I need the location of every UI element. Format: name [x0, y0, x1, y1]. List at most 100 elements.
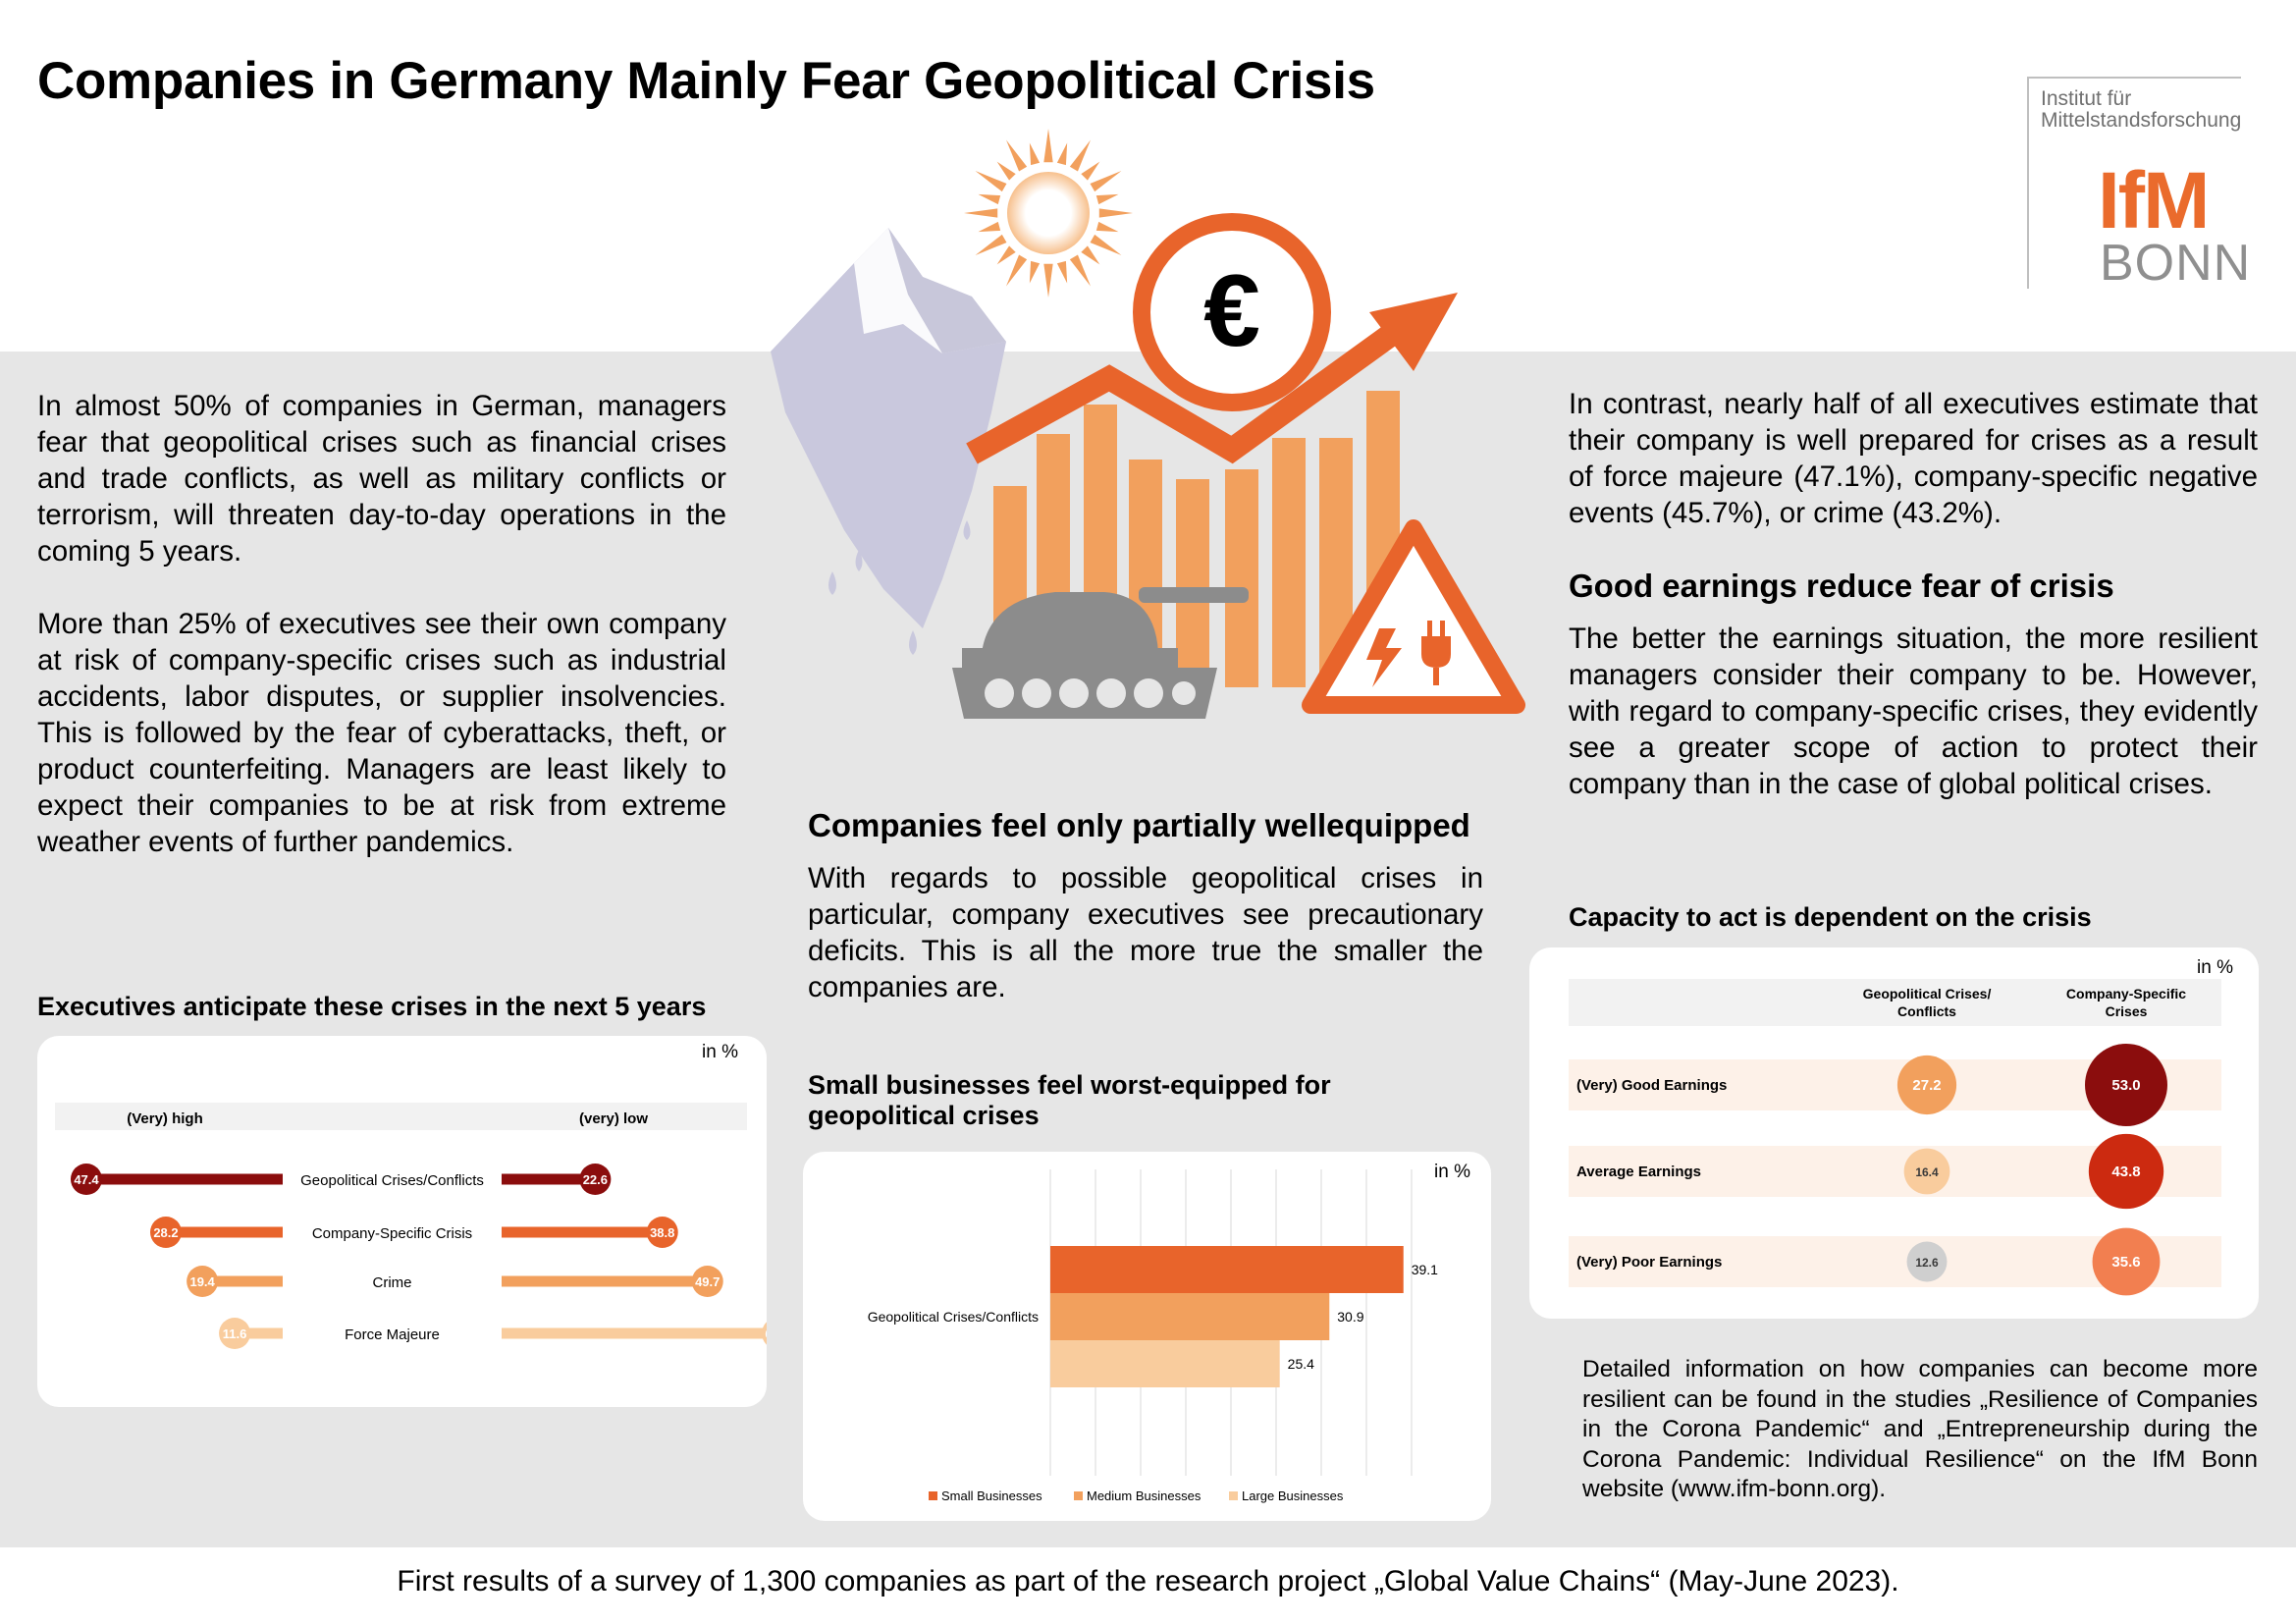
chart3-bubble-label: 12.6: [1915, 1256, 1939, 1270]
chart1-category-label: Geopolitical Crises/Conflicts: [300, 1172, 484, 1189]
sun-ray: [1006, 254, 1028, 287]
chart2-bar: [1050, 1340, 1280, 1387]
ifm-bonn-logo: Institut für Mittelstandsforschung IfM B…: [2027, 77, 2250, 292]
sun-ray: [1081, 245, 1100, 265]
chart3-row-label: (Very) Poor Earnings: [1576, 1254, 1722, 1271]
chart2-value-label: 30.9: [1337, 1309, 1363, 1325]
sun-ray: [1090, 171, 1122, 192]
sun-ray: [978, 221, 1001, 233]
sun-ray: [1090, 234, 1122, 255]
page-title: Companies in Germany Mainly Fear Geopoli…: [37, 52, 1375, 110]
chart3-bubble: [1896, 1055, 1957, 1115]
chart1-label-high: 19.4: [189, 1274, 215, 1289]
chart1-title: Executives anticipate these crises in th…: [37, 992, 707, 1021]
sun-ray: [1043, 263, 1053, 298]
chart3-bubble: [2088, 1133, 2164, 1210]
chart1-label-high: 47.4: [74, 1172, 99, 1187]
bar-chart: in % 39.1 30.9 25.4 Geopolitical Crises/Con…: [868, 1162, 1470, 1503]
chart3-bubble: [2085, 1044, 2167, 1126]
chart3-column-header: Conflicts: [1897, 1003, 1956, 1019]
chart1-header-row: [55, 1103, 747, 1130]
sun-ray: [975, 171, 1007, 192]
chart1-point-high: [219, 1318, 251, 1349]
sun-ray: [1095, 221, 1119, 233]
middle-heading: Companies feel only partially wellequipp…: [808, 807, 1470, 843]
sun-ray: [1081, 161, 1100, 181]
chart3-bubble-label: 27.2: [1912, 1077, 1941, 1094]
chart1-unit: in %: [702, 1042, 738, 1062]
chart1-category-label: Force Majeure: [345, 1326, 440, 1343]
middle-text: With regards to possible geopolitical cr…: [808, 862, 1483, 1003]
chart2-bar: [1050, 1246, 1404, 1293]
chart1-label-low: 66.6: [765, 1326, 767, 1341]
chart1-label-low: 38.8: [650, 1225, 674, 1240]
chart1-right-header: (very) low: [579, 1110, 648, 1127]
sun-ray: [996, 245, 1016, 265]
chart3-row-label: Average Earnings: [1576, 1164, 1701, 1180]
bubble-table-chart: in % Geopolitical Crises/Conflicts Compan…: [1569, 957, 2233, 1296]
chart1-category-label: Crime: [373, 1274, 412, 1291]
chart1-point-low: [762, 1322, 767, 1345]
intro-paragraph-1: In almost 50% of companies in German, ma…: [37, 390, 726, 568]
chart2-legend-label: Large Businesses: [1242, 1489, 1344, 1503]
sun-ray: [1095, 193, 1119, 205]
chart1-label-high: 11.6: [223, 1326, 247, 1341]
chart3-card: in % Geopolitical Crises/Conflicts Compan…: [1529, 947, 2259, 1319]
chart3-bubble-label: 16.4: [1915, 1165, 1939, 1179]
chart2-value-label: 39.1: [1412, 1262, 1438, 1277]
chart1-left-header: (Very) high: [127, 1110, 203, 1127]
sun-ray: [1069, 254, 1091, 287]
sun-ray: [996, 161, 1016, 181]
chart2-title: Small businesses feel worst-equipped for…: [808, 1070, 1331, 1130]
sun-ray: [1056, 142, 1068, 166]
chart2-legend-swatch: [1229, 1491, 1238, 1500]
sun-ray: [1056, 260, 1068, 284]
chart3-bubble-label: 53.0: [2111, 1077, 2140, 1094]
chart1-point-high: [187, 1266, 219, 1297]
chart3-header-row: [1569, 979, 2221, 1026]
info-text: Detailed information on how companies ca…: [1582, 1356, 2258, 1502]
chart1-label-low: 22.6: [583, 1172, 608, 1187]
chart2-legend-label: Small Businesses: [941, 1489, 1042, 1503]
chart2-unit: in %: [1434, 1162, 1470, 1182]
chart3-bubble: [1903, 1148, 1950, 1195]
footer-note: First results of a survey of 1,300 compa…: [397, 1565, 1899, 1597]
chart1-point-high: [70, 1164, 102, 1195]
sun-icon: [964, 129, 1133, 298]
chart3-unit: in %: [2197, 957, 2233, 978]
chart3-column-header: Crises: [2106, 1003, 2148, 1019]
chart2-card: in % 39.1 30.9 25.4 Geopolitical Crises/Con…: [803, 1152, 1491, 1521]
chart3-column-header: Company-Specific: [2066, 986, 2186, 1001]
sun-ray: [1029, 142, 1041, 166]
chart3-column-header: Geopolitical Crises/: [1863, 986, 1992, 1001]
right-text-1: In contrast, nearly half of all executiv…: [1569, 388, 2258, 529]
sun-ray: [975, 234, 1007, 255]
logo-ifm: IfM: [2098, 156, 2210, 245]
chart2-legend-label: Medium Businesses: [1087, 1489, 1201, 1503]
chart1-card: in % (Very) high (very) low 47.4 22.6 Geop…: [37, 1036, 767, 1407]
chart1-label-high: 28.2: [153, 1225, 178, 1240]
chart1-point-low: [646, 1217, 678, 1248]
dumbbell-chart: in % (Very) high (very) low 47.4 22.6 Geop…: [55, 1042, 767, 1349]
chart1-label-low: 49.7: [695, 1274, 720, 1289]
sun-ray: [1043, 129, 1053, 163]
chart3-bubble-label: 43.8: [2111, 1164, 2140, 1180]
right-heading: Good earnings reduce fear of crisis: [1569, 568, 2114, 604]
sun-ray: [1098, 208, 1133, 218]
chart1-point-low: [691, 1266, 723, 1297]
intro-paragraph-2: More than 25% of executives see their ow…: [37, 608, 726, 858]
chart2-legend-swatch: [1074, 1491, 1083, 1500]
chart3-row-label: (Very) Good Earnings: [1576, 1077, 1727, 1094]
chart2-value-label: 25.4: [1288, 1356, 1314, 1372]
chart1-point-high: [149, 1217, 182, 1248]
logo-bonn: BONN: [2100, 235, 2252, 292]
chart1-point-low: [579, 1164, 612, 1195]
chart3-bubble: [2092, 1227, 2161, 1296]
logo-institute-text: Institut für Mittelstandsforschung: [2041, 87, 2242, 132]
chart3-bubble: [1906, 1241, 1948, 1282]
chart2-legend-swatch: [929, 1491, 937, 1500]
chart2-bar: [1050, 1293, 1330, 1340]
sun-ray: [964, 208, 998, 218]
sun-ray: [1029, 260, 1041, 284]
chart2-category-label: Geopolitical Crises/Conflicts: [868, 1309, 1039, 1325]
